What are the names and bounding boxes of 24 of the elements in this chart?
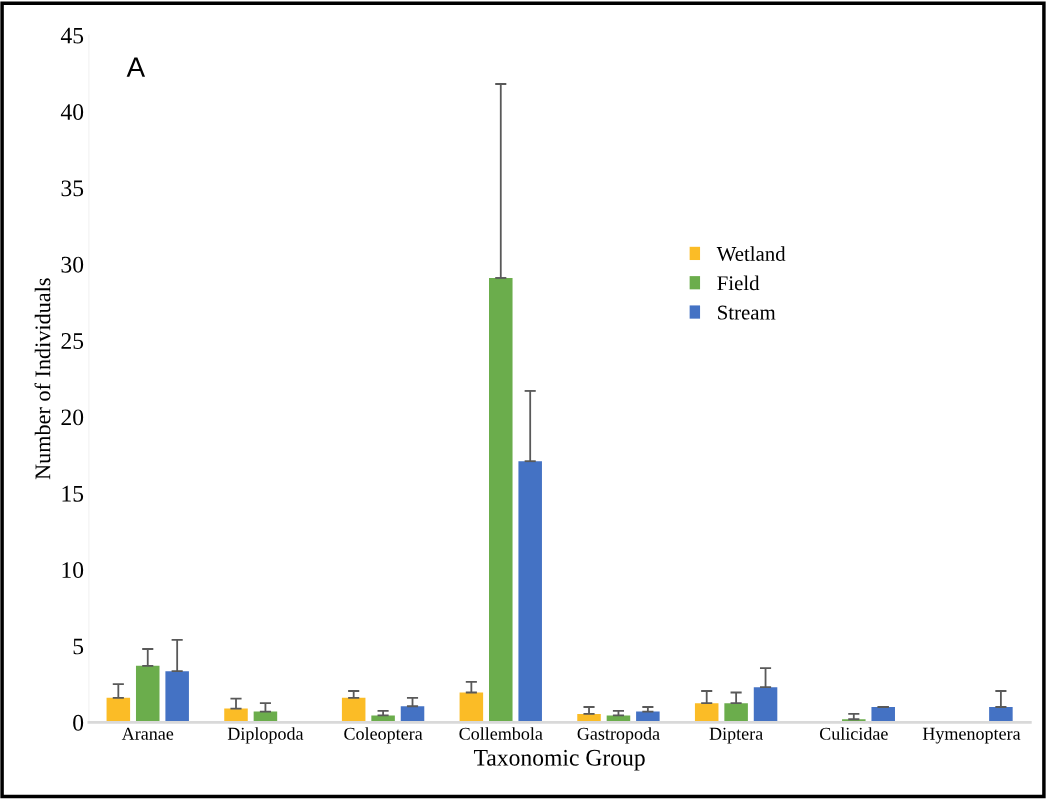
legend-label: Field (717, 275, 760, 291)
legend-label: Wetland (716, 246, 786, 262)
y-axis-title: Number of Individuals (34, 278, 51, 480)
x-tick-label: Coleoptera (344, 727, 423, 744)
legend-label: Stream (718, 305, 776, 320)
y-tick-label: 5 (73, 638, 84, 655)
y-tick-label: 30 (61, 256, 84, 273)
x-tick-label: Hymenoptera (922, 727, 1021, 744)
x-tick-label: Diplopoda (227, 727, 304, 744)
y-tick-label: 20 (61, 409, 84, 426)
x-tick-label: Collembola (459, 727, 543, 740)
y-tick-label: 10 (62, 562, 84, 579)
x-tick-label: Gastropoda (577, 727, 660, 744)
y-tick-label: 25 (61, 333, 84, 349)
x-tick-label: Aranae (121, 727, 174, 740)
y-tick-label: 35 (61, 180, 84, 197)
y-tick-label: 0 (73, 714, 84, 731)
x-tick-label: Culicidae (819, 727, 888, 740)
x-axis-title: Taxonomic Group (473, 749, 645, 771)
y-tick-label: 15 (62, 485, 84, 502)
x-tick-label: Diptera (709, 727, 763, 744)
annotation: A (126, 57, 146, 77)
y-tick-label: 40 (60, 104, 84, 120)
y-tick-label: 45 (60, 27, 84, 44)
